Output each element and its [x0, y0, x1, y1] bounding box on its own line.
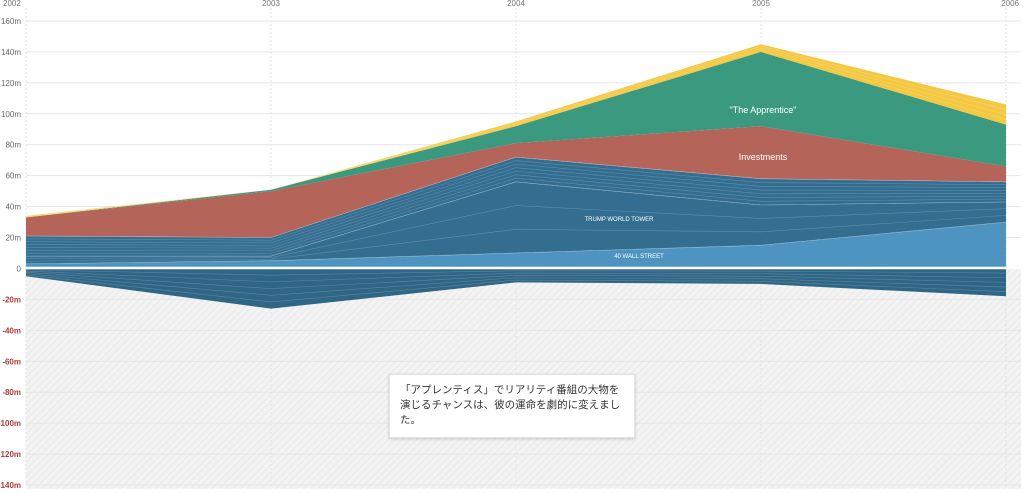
stripe-other-income	[25, 47, 1007, 217]
stripe-losses	[25, 273, 1007, 296]
callout-text: 「アプレンティス」でリアリティ番組の大物を演じるチャンスは、彼の運命を劇的に変え…	[400, 384, 621, 426]
stripe-real-estate	[25, 160, 1007, 241]
y-tick-label: -20m	[2, 295, 21, 304]
series-boundary	[26, 181, 1007, 257]
y-axis: 160m 140m 120m 100m 80m 60m 40m 20m 0 -20m -40m -60…	[0, 17, 22, 490]
area-40-wall-street	[26, 222, 1006, 269]
y-tick-label: 160m	[1, 17, 21, 26]
stripe-other-income	[25, 49, 1007, 218]
y-tick-label: -80m	[2, 388, 21, 397]
x-tick-label: 2002	[3, 0, 21, 8]
y-tick-label: 20m	[5, 234, 21, 243]
y-tick-label: -40m	[2, 326, 21, 335]
x-axis: 2002 2003 2004 2005 2006	[3, 0, 1020, 8]
y-tick-label: 120m	[1, 79, 21, 88]
y-tick-label: -100m	[0, 419, 21, 428]
area-investments	[26, 126, 1006, 238]
stripe-tower	[25, 205, 1007, 259]
forty-wall-street-label: 40 WALL STREET	[614, 254, 664, 260]
stripe-losses	[25, 274, 1007, 303]
series-boundary	[25, 156, 1007, 238]
area-other-real-estate	[26, 157, 1006, 257]
investments-label: Investments	[739, 152, 788, 162]
y-tick-label: -140m	[0, 481, 21, 490]
stripe-real-estate	[25, 178, 1007, 254]
stripe-real-estate	[25, 163, 1007, 244]
area-losses	[26, 268, 1006, 309]
stripe-real-estate	[25, 170, 1007, 249]
y-tick-label: 40m	[5, 203, 21, 212]
stripe-real-estate	[25, 174, 1007, 252]
x-tick-label: 2005	[752, 0, 770, 8]
y-tick-label: 0	[17, 264, 22, 273]
stripe-other-income	[25, 45, 1007, 217]
stripes	[25, 45, 1007, 303]
x-tick-label: 2006	[1001, 0, 1019, 8]
y-tick-label: 80m	[5, 141, 21, 150]
x-tick-label: 2004	[507, 0, 525, 8]
stripe-tower	[25, 215, 1007, 262]
area-trump-world-tower	[26, 181, 1006, 264]
y-tick-label: 60m	[5, 172, 21, 181]
y-tick-label: -60m	[2, 357, 21, 366]
stripe-losses	[25, 269, 1007, 276]
stripe-real-estate	[25, 167, 1007, 246]
series-boundary	[25, 221, 1007, 265]
x-tick-label: 2003	[262, 0, 280, 8]
area-apprentice	[26, 51, 1006, 218]
stripe-losses	[25, 270, 1007, 283]
y-tick-label: 140m	[1, 48, 21, 57]
apprentice-label: "The Apprentice"	[730, 105, 797, 115]
y-tick-label: 100m	[1, 110, 21, 119]
stripe-losses	[25, 272, 1007, 289]
annotation-callout: 「アプレンティス」でリアリティ番組の大物を演じるチャンスは、彼の運命を劇的に変え…	[389, 374, 635, 438]
y-tick-label: -120m	[0, 450, 21, 459]
trump-world-tower-label: TRUMP WORLD TOWER	[584, 217, 654, 223]
areas	[26, 44, 1006, 309]
